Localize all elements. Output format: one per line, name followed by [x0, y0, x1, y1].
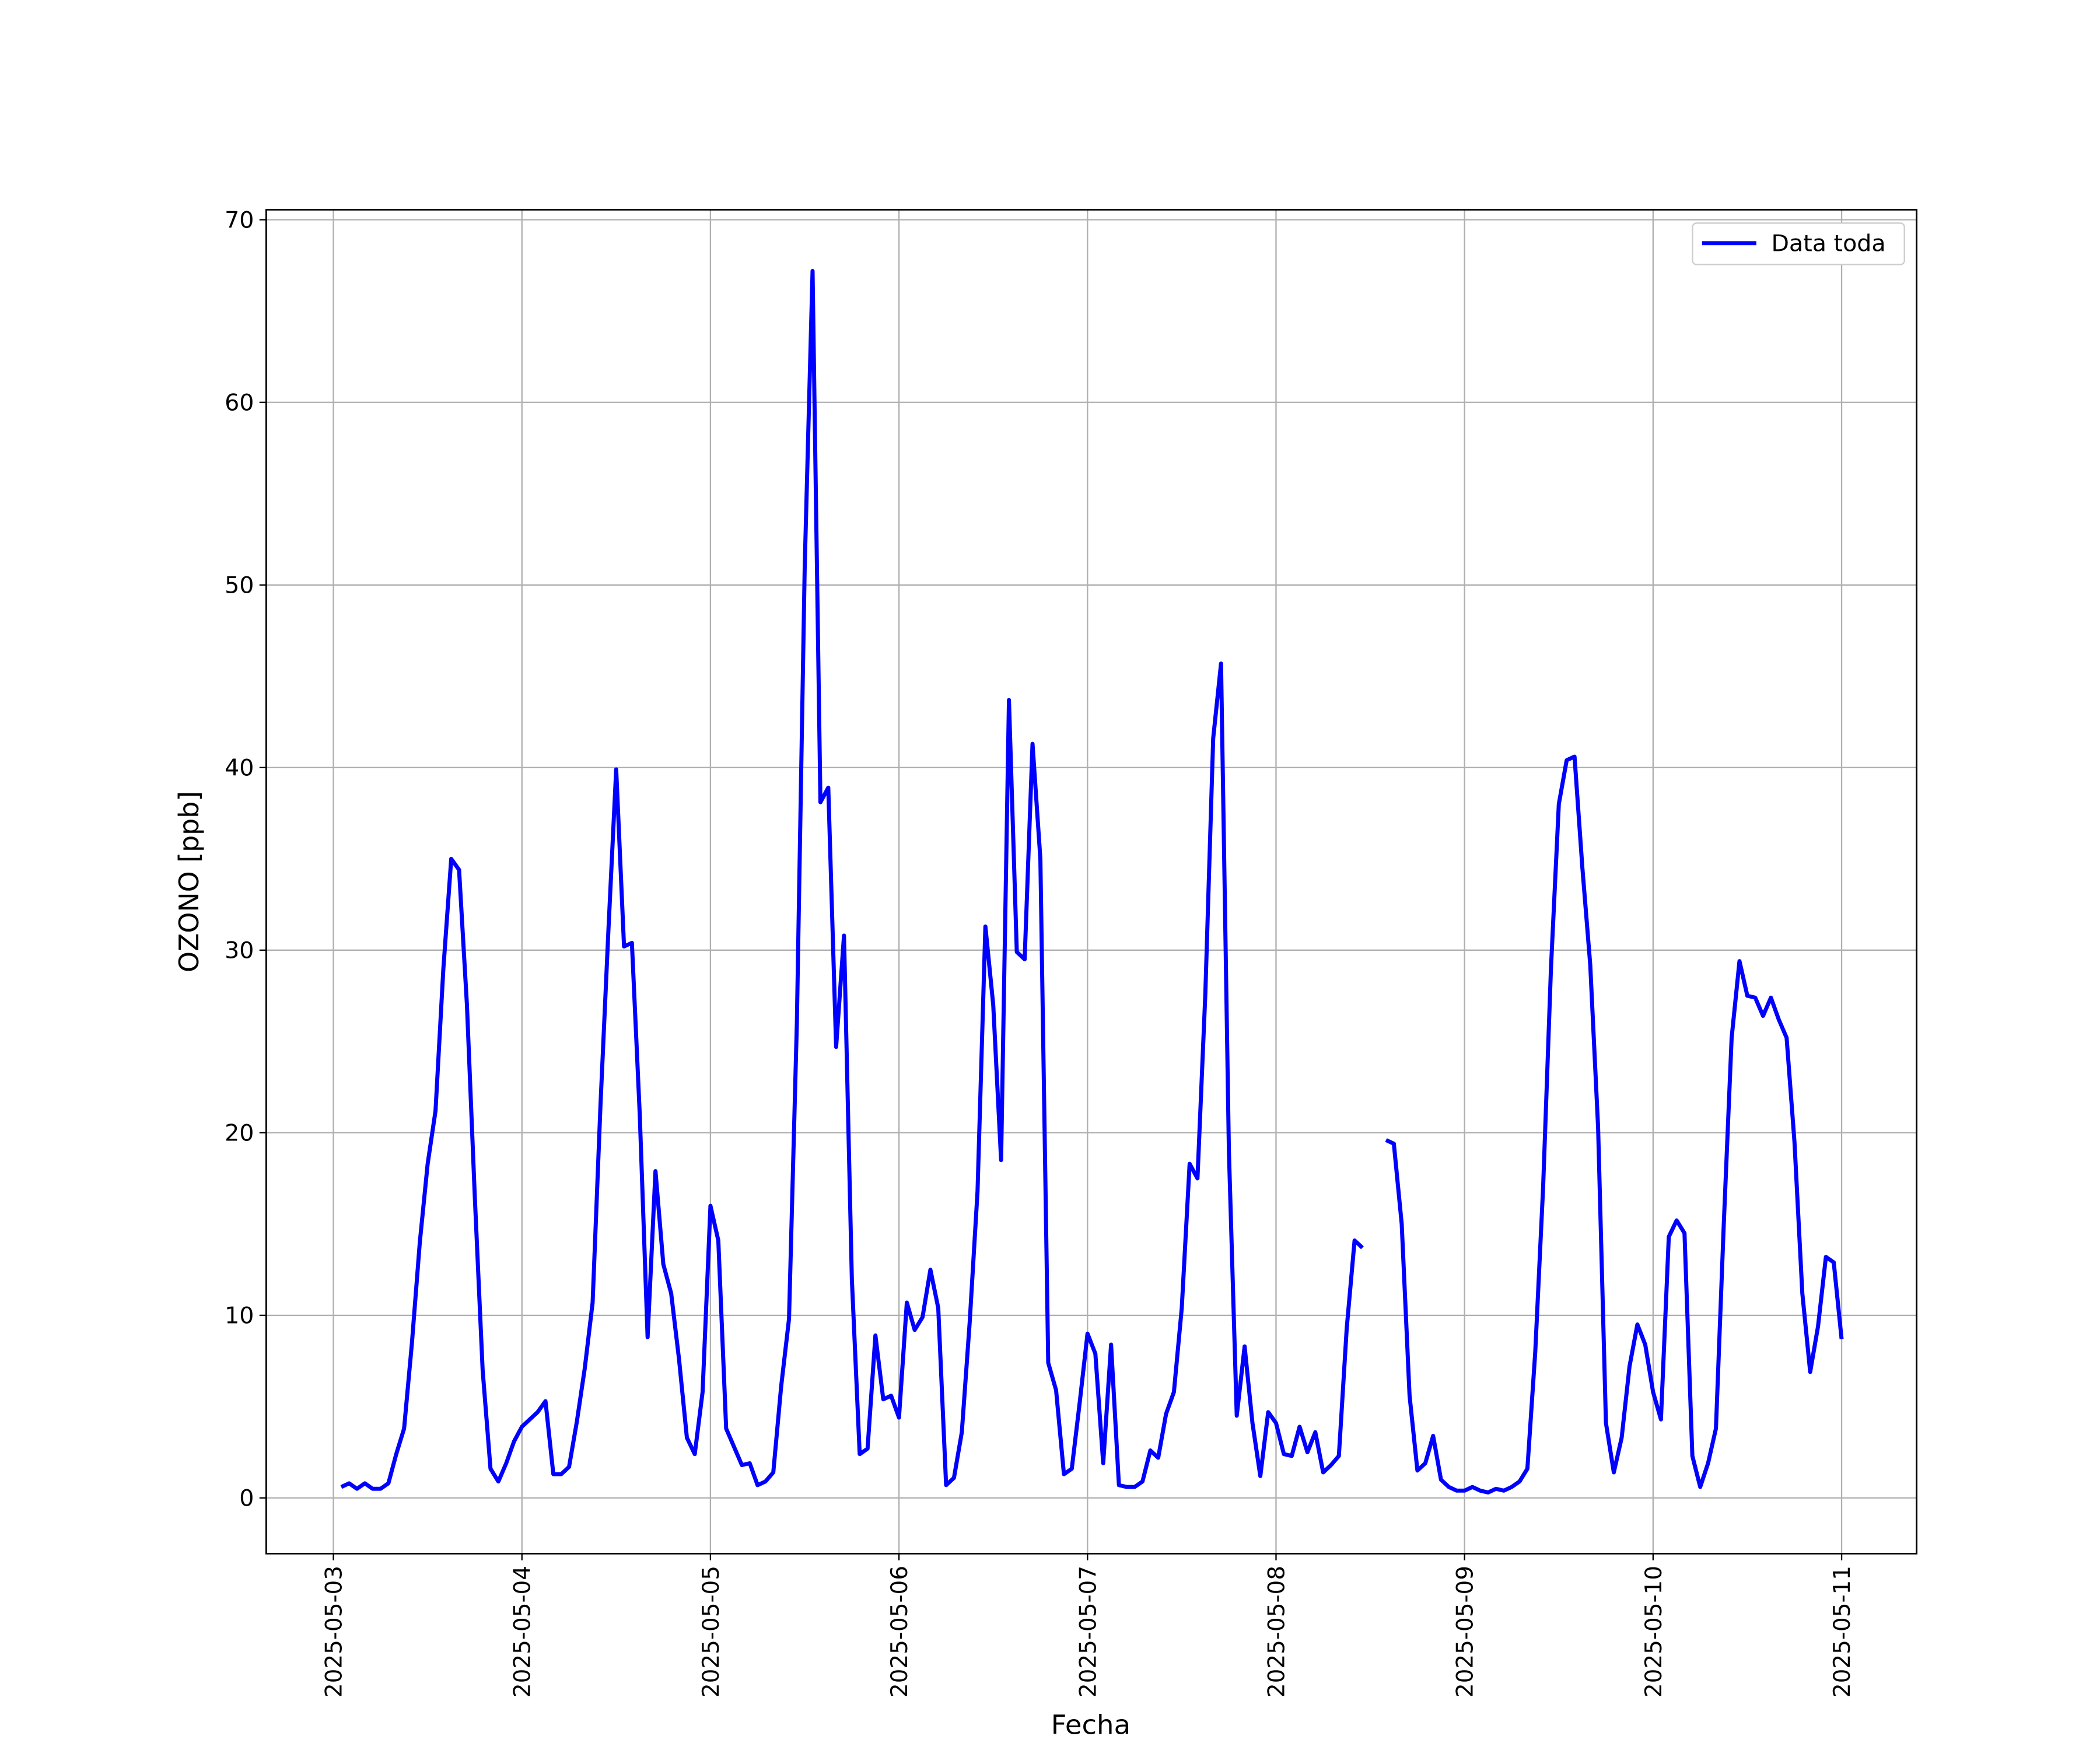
x-tick-label: 2025-05-05	[698, 1566, 724, 1698]
y-tick-label: 20	[225, 1121, 254, 1147]
y-axis-label: OZONO [ppb]	[173, 791, 205, 972]
x-tick-label: 2025-05-04	[509, 1566, 536, 1698]
data-line	[340, 268, 1844, 1494]
legend-label: Data toda	[1771, 231, 1885, 257]
x-axis-label: Fecha	[1051, 1709, 1131, 1741]
y-tick-label: 0	[239, 1486, 254, 1512]
legend-box	[1692, 222, 1905, 265]
y-tick-label: 40	[225, 755, 254, 782]
x-tick-label: 2025-05-06	[887, 1566, 913, 1698]
y-tick-label: 60	[225, 390, 254, 416]
x-tick-label: 2025-05-07	[1075, 1566, 1101, 1698]
y-tick-label: 10	[225, 1303, 254, 1329]
y-tick-label: 30	[225, 938, 254, 964]
x-tick-label: 2025-05-10	[1641, 1566, 1667, 1698]
y-tick-label: 70	[225, 208, 254, 234]
x-tick-label: 2025-05-08	[1264, 1566, 1290, 1698]
x-tick-label: 2025-05-09	[1452, 1566, 1478, 1698]
x-tick-label: 2025-05-03	[321, 1566, 347, 1698]
plot-frame	[265, 209, 1918, 1555]
y-tick-label: 50	[225, 573, 254, 599]
x-tick-label: 2025-05-11	[1829, 1566, 1856, 1698]
